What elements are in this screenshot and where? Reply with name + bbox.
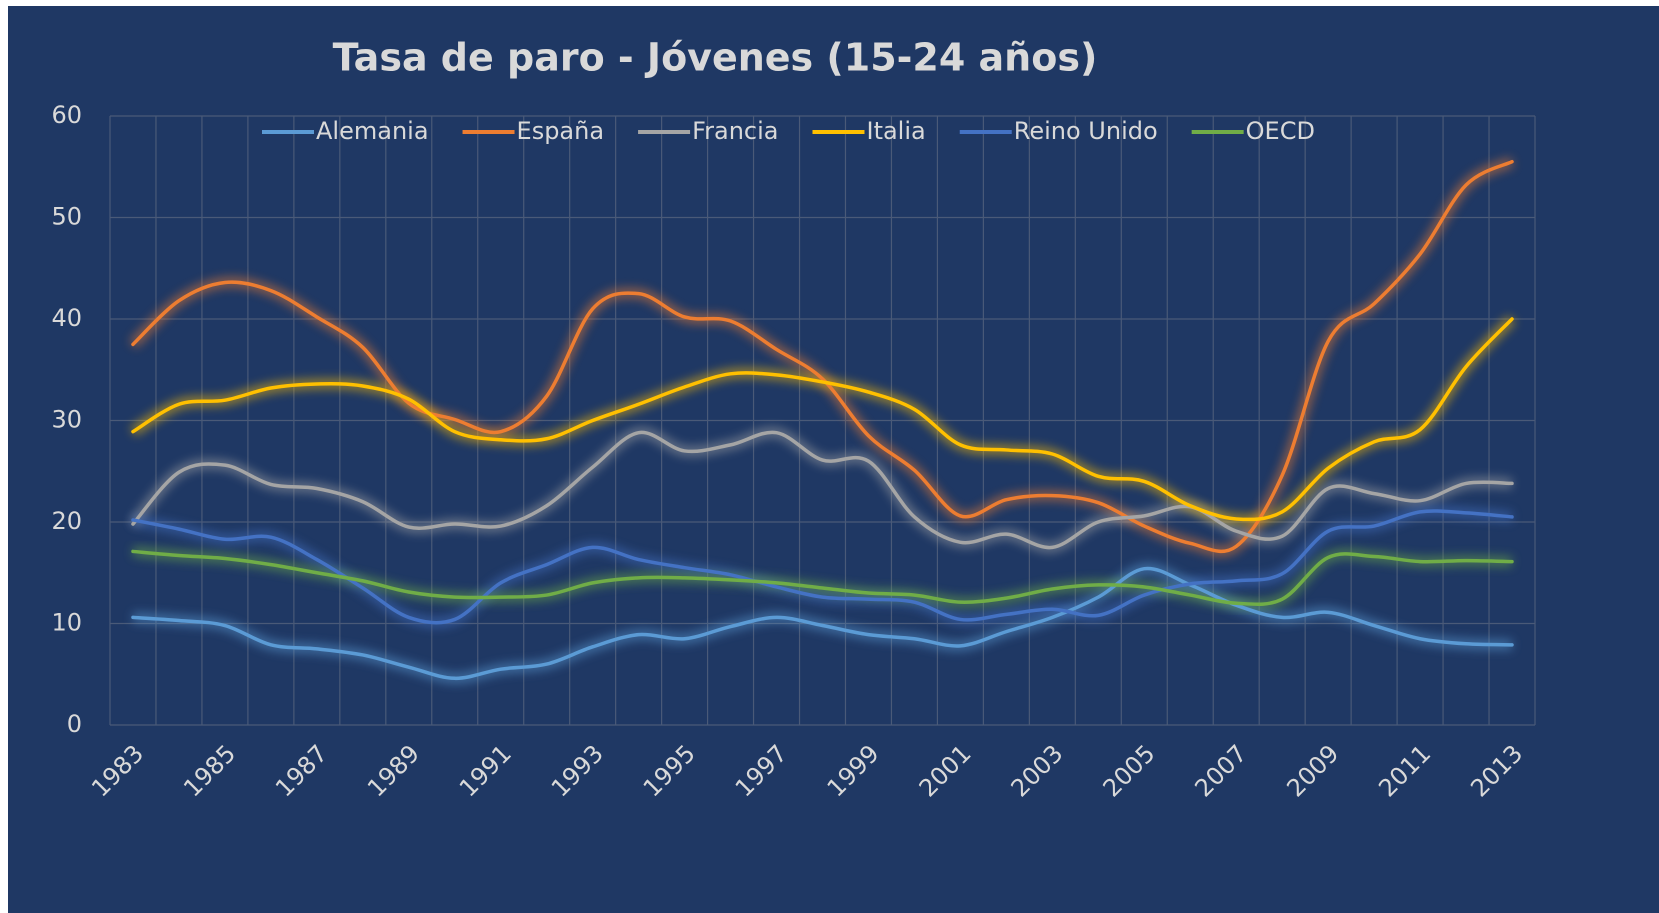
chart-title: Tasa de paro - Jóvenes (15-24 años) <box>333 36 1098 80</box>
y-tick-label: 10 <box>51 609 82 637</box>
line <box>131 509 1514 625</box>
line <box>131 566 1514 681</box>
line <box>131 317 1514 522</box>
y-tick-label: 30 <box>51 406 82 434</box>
line <box>131 430 1514 550</box>
legend-label: Francia <box>692 117 778 145</box>
legend-label: Italia <box>866 117 925 145</box>
y-tick-label: 60 <box>51 101 82 129</box>
legend-label: Reino Unido <box>1014 117 1158 145</box>
y-tick-label: 40 <box>51 304 82 332</box>
legend-label: España <box>517 117 605 145</box>
y-tick-label: 50 <box>51 203 82 231</box>
y-tick-label: 20 <box>51 507 82 535</box>
y-tick-label: 0 <box>67 710 82 738</box>
legend-label: Alemania <box>316 117 429 145</box>
line <box>131 159 1514 554</box>
line <box>131 549 1514 607</box>
legend-label: OECD <box>1246 117 1315 145</box>
